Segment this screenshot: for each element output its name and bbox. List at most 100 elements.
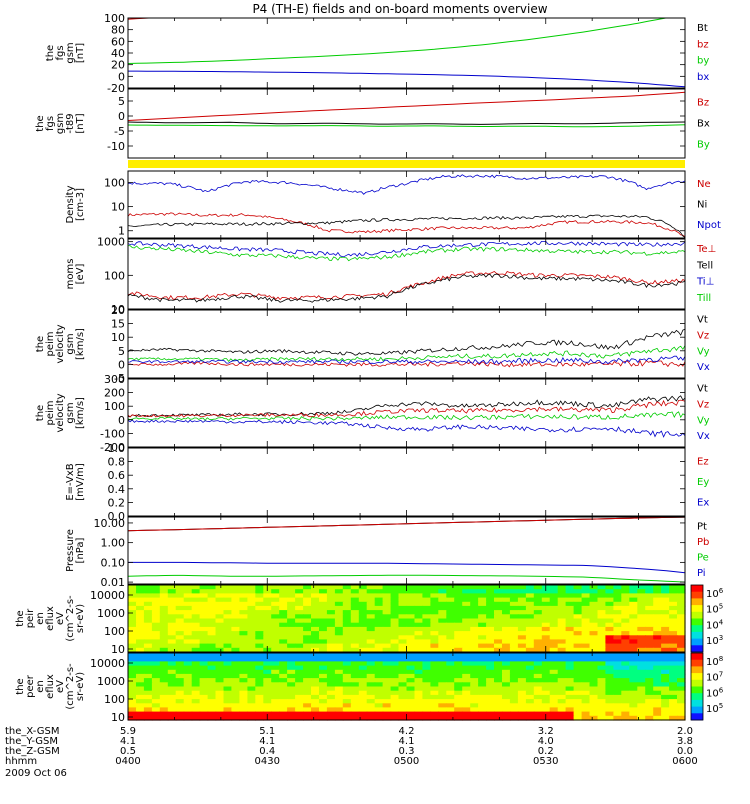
heatmap-cell (239, 597, 248, 603)
heatmap-cell (271, 653, 280, 658)
heatmap-cell (446, 610, 455, 615)
heatmap-cell (374, 669, 384, 675)
heatmap-cell (358, 626, 368, 632)
date-label: 2009 Oct 06 (5, 768, 67, 779)
heatmap-cell (191, 699, 201, 704)
heatmap-cell (167, 601, 177, 607)
heatmap-cell (342, 601, 352, 607)
heatmap-cell (390, 715, 400, 721)
heatmap-cell (191, 643, 201, 649)
heatmap-cell (374, 647, 384, 653)
heatmap-cell (303, 610, 312, 615)
heatmap-cell (621, 589, 630, 594)
heatmap-cell (287, 589, 296, 594)
heatmap-cell (525, 635, 535, 641)
heatmap-cell (406, 647, 416, 653)
heatmap-cell (223, 622, 233, 628)
heatmap-cell (183, 711, 193, 717)
heatmap-cell (334, 678, 344, 683)
heatmap-cell (509, 589, 519, 594)
y-tick-label: 20 (111, 304, 125, 317)
heatmap-cell (669, 690, 678, 696)
heatmap-cell (565, 661, 575, 667)
heatmap-cell (494, 694, 503, 700)
heatmap-cell (175, 682, 185, 688)
heatmap-cell (175, 626, 185, 632)
heatmap-cell (669, 618, 678, 624)
heatmap-cell (247, 682, 256, 688)
heatmap-cell (565, 647, 575, 653)
heatmap-cell (191, 711, 201, 717)
y-tick-label: 5 (118, 345, 125, 358)
heatmap-cell (406, 711, 416, 717)
legend-Pb: Pb (697, 537, 709, 548)
heatmap-cell (287, 682, 296, 688)
heatmap-cell (486, 686, 495, 692)
heatmap-cell (517, 631, 527, 636)
heatmap-cell (533, 694, 543, 700)
heatmap-cell (589, 694, 599, 700)
heatmap-cell (430, 669, 439, 675)
heatmap-cell (605, 661, 614, 667)
heatmap-cell (366, 631, 376, 636)
heatmap-cell (422, 639, 431, 645)
heatmap-cell (167, 605, 177, 611)
heatmap-cell (239, 690, 248, 696)
heatmap-cell (319, 618, 328, 624)
heatmap-cell (358, 699, 368, 704)
heatmap-cell (350, 635, 360, 641)
y-axis-label: peir (25, 608, 36, 628)
heatmap-cell (279, 610, 288, 615)
heatmap-cell (263, 626, 272, 632)
heatmap-cell (422, 605, 431, 611)
heatmap-cell (239, 585, 248, 590)
heatmap-cell (486, 593, 495, 599)
heatmap-cell (653, 715, 662, 721)
heatmap-cell (414, 585, 424, 590)
legend-Pt: Pt (697, 521, 707, 532)
heatmap-cell (167, 715, 177, 721)
heatmap-cell (549, 707, 559, 713)
heatmap-cell (573, 610, 583, 615)
heatmap-cell (199, 657, 209, 662)
heatmap-cell (247, 694, 256, 700)
heatmap-cell (199, 614, 209, 620)
heatmap-cell (653, 589, 662, 594)
heatmap-cell (557, 669, 567, 675)
heatmap-cell (231, 585, 240, 590)
y-tick-label: 10 (111, 331, 125, 344)
heatmap-cell (342, 673, 352, 679)
heatmap-cell (677, 622, 686, 628)
heatmap-cell (446, 597, 455, 603)
y-tick-label: 0.0 (108, 510, 126, 523)
heatmap-cell (661, 610, 670, 615)
heatmap-cell (366, 669, 376, 675)
heatmap-cell (159, 653, 169, 658)
heatmap-cell (231, 610, 240, 615)
heatmap-cell (581, 661, 591, 667)
heatmap-cell (557, 618, 567, 624)
heatmap-cell (295, 711, 304, 717)
heatmap-cell (509, 711, 519, 717)
heatmap-cell (446, 635, 455, 641)
heatmap-cell (279, 601, 288, 607)
heatmap-cell (295, 657, 304, 662)
heatmap-cell (422, 614, 431, 620)
heatmap-cell (414, 626, 424, 632)
heatmap-cell (319, 673, 328, 679)
heatmap-cell (629, 686, 638, 692)
heatmap-cell (319, 699, 328, 704)
heatmap-cell (350, 653, 360, 658)
heatmap-cell (486, 694, 495, 700)
heatmap-cell (605, 694, 614, 700)
heatmap-cell (350, 610, 360, 615)
heatmap-cell (128, 589, 137, 594)
heatmap-cell (502, 647, 511, 653)
heatmap-cell (565, 682, 575, 688)
heatmap-cell (621, 665, 630, 671)
heatmap-cell (502, 711, 511, 717)
heatmap-cell (128, 610, 137, 615)
heatmap-cell (462, 631, 471, 636)
heatmap-cell (438, 703, 447, 709)
heatmap-cell (565, 703, 575, 709)
